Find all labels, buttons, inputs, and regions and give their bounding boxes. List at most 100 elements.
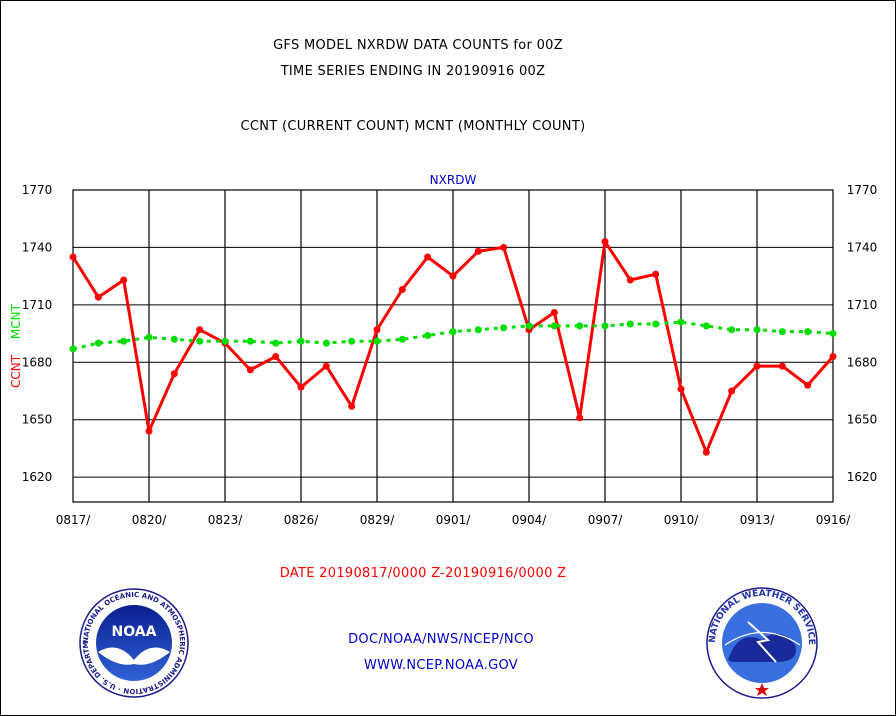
data-point-mcnt (348, 337, 356, 345)
x-tick-label: 0901/ (436, 513, 472, 527)
data-point-mcnt (652, 320, 660, 328)
x-tick-label: 0817/ (56, 513, 92, 527)
website-text: WWW.NCEP.NOAA.GOV (363, 658, 519, 673)
data-point-mcnt (677, 318, 685, 326)
data-point-ccnt (120, 276, 128, 284)
chart-title: GFS MODEL NXRDW DATA COUNTS for 00Z (273, 38, 563, 53)
data-point-mcnt (804, 328, 812, 336)
data-point-ccnt (500, 243, 508, 251)
data-point-ccnt (424, 253, 432, 261)
plot-title: NXRDW (430, 173, 477, 187)
data-point-mcnt (753, 326, 761, 334)
data-point-mcnt (829, 330, 837, 338)
data-point-ccnt (246, 366, 254, 374)
data-point-ccnt (398, 286, 406, 294)
x-tick-label: 0826/ (284, 513, 320, 527)
y-tick-label-left: 1620 (22, 470, 53, 484)
data-point-mcnt (474, 326, 482, 334)
x-tick-label: 0829/ (360, 513, 396, 527)
y-tick-label-left: 1650 (22, 413, 53, 427)
data-point-ccnt (474, 247, 482, 255)
data-point-mcnt (398, 335, 406, 343)
data-point-mcnt (449, 328, 457, 336)
y-tick-label-right: 1740 (847, 240, 878, 254)
data-point-ccnt (322, 362, 330, 370)
data-point-mcnt (576, 322, 584, 330)
data-point-mcnt (601, 322, 609, 330)
date-range: DATE 20190817/0000 Z-20190916/0000 Z (279, 566, 567, 581)
y-tick-label-right: 1620 (847, 470, 878, 484)
data-point-ccnt (69, 253, 77, 261)
data-point-ccnt (576, 414, 584, 422)
y-tick-label-right: 1770 (847, 183, 878, 197)
data-point-mcnt (550, 322, 558, 330)
x-tick-label: 0820/ (132, 513, 168, 527)
y-tick-label-right: 1650 (847, 413, 878, 427)
data-point-mcnt (728, 326, 736, 334)
data-point-ccnt (677, 385, 685, 393)
data-point-mcnt (322, 339, 330, 347)
data-point-ccnt (550, 309, 558, 317)
x-tick-label: 0913/ (740, 513, 776, 527)
data-point-mcnt (272, 339, 280, 347)
data-point-mcnt (246, 337, 254, 345)
y-tick-label-left: 1710 (22, 298, 53, 312)
data-point-ccnt (348, 402, 356, 410)
noaa-logo: NATIONAL OCEANIC AND ATMOSPHERIC ADMINIS… (0, 0, 189, 698)
x-tick-label: 0904/ (512, 513, 548, 527)
x-tick-label: 0916/ (816, 513, 852, 527)
y-label-ccnt: CCNT (9, 354, 23, 388)
x-tick-label: 0823/ (208, 513, 244, 527)
y-tick-label-left: 1680 (22, 355, 53, 369)
data-point-mcnt (120, 337, 128, 345)
data-point-mcnt (626, 320, 634, 328)
noaa-logo-text: NOAA (112, 624, 157, 640)
data-point-mcnt (297, 337, 305, 345)
data-point-ccnt (829, 353, 837, 361)
data-point-mcnt (525, 322, 533, 330)
data-point-ccnt (449, 272, 457, 280)
data-point-ccnt (170, 370, 178, 378)
data-point-mcnt (94, 339, 102, 347)
data-point-ccnt (804, 381, 812, 389)
x-tick-label: 0910/ (664, 513, 700, 527)
data-point-ccnt (272, 353, 280, 361)
x-tick-label: 0907/ (588, 513, 624, 527)
nws-logo: NATIONAL WEATHER SERVICE (706, 587, 818, 699)
y-axis-label: CCNT MCNT (9, 303, 23, 388)
data-point-mcnt (221, 337, 229, 345)
data-point-mcnt (500, 324, 508, 332)
data-point-ccnt (297, 383, 305, 391)
legend-text: CCNT (CURRENT COUNT) MCNT (MONTHLY COUNT… (240, 119, 586, 134)
data-point-mcnt (778, 328, 786, 336)
data-point-ccnt (753, 362, 761, 370)
data-point-ccnt (778, 362, 786, 370)
data-point-ccnt (626, 276, 634, 284)
y-label-mcnt: MCNT (9, 303, 23, 339)
axis-ticks: 1620 1620 1650 1650 1680 1680 1710 1710 1740 1740… (22, 183, 878, 527)
grid-lines (73, 190, 833, 502)
y-tick-label-right: 1680 (847, 355, 878, 369)
chart-subtitle: TIME SERIES ENDING IN 20190916 00Z (280, 64, 546, 79)
svg-text:CCNT MCNT: CCNT MCNT (9, 303, 23, 388)
data-point-ccnt (196, 326, 204, 334)
data-point-mcnt (373, 337, 381, 345)
y-tick-label-left: 1770 (22, 183, 53, 197)
data-point-ccnt (728, 387, 736, 395)
data-point-mcnt (69, 345, 77, 353)
y-tick-label-right: 1710 (847, 298, 878, 312)
data-point-mcnt (170, 335, 178, 343)
data-point-mcnt (196, 337, 204, 345)
y-tick-label-left: 1740 (22, 240, 53, 254)
data-point-mcnt (702, 322, 710, 330)
data-point-mcnt (145, 333, 153, 341)
data-point-ccnt (94, 293, 102, 301)
series-layer (69, 238, 837, 456)
data-point-ccnt (601, 238, 609, 246)
credit-text: DOC/NOAA/NWS/NCEP/NCO (348, 632, 534, 647)
data-point-mcnt (424, 331, 432, 339)
data-point-ccnt (702, 448, 710, 456)
data-point-ccnt (652, 270, 660, 278)
data-point-ccnt (145, 427, 153, 435)
